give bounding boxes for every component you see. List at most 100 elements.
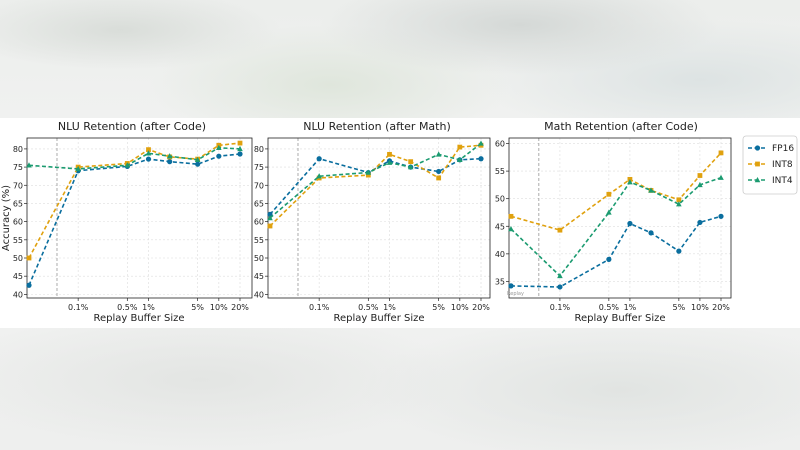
- data-point-fp16: [316, 156, 322, 162]
- panel-3: Math Retention (after Code) 35 40 45 50 55 60…: [495, 120, 732, 324]
- panel-2-xlabel: Replay Buffer Size: [333, 313, 424, 324]
- series-line-fp16: [28, 153, 241, 286]
- data-point-int4: [237, 145, 243, 152]
- data-point-int8: [508, 213, 514, 219]
- series-line-int4: [269, 142, 482, 219]
- x-tick-label: 20%: [231, 303, 249, 312]
- data-point-int4: [365, 169, 372, 175]
- data-point-int4: [26, 162, 32, 168]
- data-point-fp16: [478, 156, 484, 162]
- x-tick-label: 0.1%: [550, 303, 571, 312]
- panel-2-title: NLU Retention (after Math): [303, 120, 451, 133]
- panel-1-x-ticks: 0.1% 0.5% 1% 5% 10% 20%: [68, 298, 249, 312]
- y-tick-label: 80: [13, 145, 23, 154]
- panel-1-y-ticks: 40 45 50 55 60 65 70 75 80: [13, 145, 27, 299]
- y-tick-label: 80: [254, 145, 264, 154]
- data-point-fp16: [145, 156, 152, 162]
- legend-marker-int4: [754, 177, 761, 183]
- x-tick-label: 10%: [451, 303, 469, 312]
- y-tick-label: 40: [254, 290, 264, 299]
- data-point-fp16: [557, 284, 563, 290]
- y-tick-label: 65: [254, 199, 264, 208]
- data-point-fp16: [718, 213, 724, 219]
- y-tick-label: 75: [254, 163, 264, 172]
- y-tick-label: 50: [495, 195, 505, 204]
- data-point-int8: [606, 191, 612, 197]
- data-point-int8: [676, 197, 682, 203]
- data-point-int4: [194, 156, 201, 163]
- legend: FP16 INT8 INT4: [742, 135, 798, 195]
- y-tick-label: 70: [13, 181, 23, 190]
- x-tick-label: 0.1%: [68, 303, 89, 312]
- data-point-int4: [386, 159, 393, 165]
- data-point-int4: [508, 226, 514, 232]
- y-tick-label: 75: [13, 163, 23, 172]
- series-line-int4: [28, 146, 241, 170]
- series-line-int8: [510, 152, 722, 231]
- panel-1-frame: [26, 137, 253, 299]
- x-tick-label: 0.5%: [117, 303, 138, 312]
- series-line-fp16: [510, 215, 722, 288]
- panel-1: NLU Retention (after Code) 40 45 50 55 60 65 7…: [1, 120, 253, 324]
- y-tick-label: 60: [254, 218, 264, 227]
- legend-marker-fp16: [754, 145, 761, 151]
- data-point-int4: [697, 181, 703, 188]
- panel-1-grid: [27, 138, 252, 298]
- data-point-fp16: [167, 159, 173, 165]
- data-point-int8: [26, 255, 32, 261]
- panel-1-series: [26, 140, 243, 288]
- x-tick-label: 1%: [142, 303, 155, 312]
- x-tick-label: 0.5%: [599, 303, 620, 312]
- data-point-int4: [606, 209, 612, 215]
- data-point-int8: [457, 144, 463, 150]
- data-point-fp16: [237, 151, 243, 157]
- data-point-fp16: [676, 248, 682, 254]
- y-tick-label: 60: [495, 140, 505, 149]
- data-point-int4: [124, 162, 131, 168]
- panel-1-title: NLU Retention (after Code): [58, 120, 206, 133]
- x-tick-label: 10%: [210, 303, 228, 312]
- legend-label-int4: INT4: [772, 176, 793, 186]
- y-tick-label: 65: [13, 199, 23, 208]
- data-point-int8: [718, 150, 724, 156]
- x-tick-label: 1%: [624, 303, 637, 312]
- legend-marker-int8: [755, 161, 760, 167]
- panel-3-title: Math Retention (after Code): [544, 120, 698, 133]
- data-point-fp16: [195, 161, 201, 167]
- data-point-fp16: [606, 256, 612, 262]
- panel-3-frame: [508, 137, 732, 299]
- series-line-int8: [28, 142, 241, 259]
- data-point-int4: [316, 173, 322, 179]
- data-point-fp16: [267, 211, 273, 217]
- data-point-int8: [365, 172, 371, 178]
- legend-label-fp16: FP16: [772, 144, 794, 154]
- data-point-int4: [145, 150, 152, 156]
- y-tick-label: 45: [254, 272, 264, 281]
- x-tick-label: 20%: [712, 303, 730, 312]
- data-point-int8: [237, 140, 243, 146]
- data-point-int4: [478, 140, 484, 146]
- panel-2-y-ticks: 40 45 50 55 60 65 70 75 80: [254, 145, 268, 299]
- data-point-fp16: [216, 153, 222, 159]
- data-point-fp16: [436, 168, 442, 175]
- legend-items: FP16 INT8 INT4: [748, 144, 794, 186]
- panel-2-series: [267, 140, 484, 229]
- y-tick-label: 55: [254, 236, 264, 245]
- panel-2-frame: [267, 137, 491, 299]
- x-tick-label: 20%: [472, 303, 490, 312]
- figure: NLU Retention (after Code) 40 45 50 55 60 65 7…: [0, 118, 800, 328]
- panel-2-x-ticks: 0.1% 0.5% 1% 5% 10% 20%: [309, 298, 490, 312]
- y-tick-label: 45: [13, 272, 23, 281]
- panel-2: NLU Retention (after Math) 40 45 50 55 60 65 7…: [254, 120, 491, 324]
- x-tick-label: 0.1%: [309, 303, 330, 312]
- data-point-int4: [435, 151, 442, 157]
- y-tick-label: 55: [495, 167, 505, 176]
- data-point-int4: [557, 272, 563, 279]
- data-point-int4: [166, 153, 173, 159]
- y-tick-label: 50: [254, 254, 264, 263]
- data-point-int8: [146, 147, 151, 153]
- series-line-int4: [510, 176, 722, 278]
- data-point-int4: [627, 179, 633, 185]
- data-point-int8: [408, 159, 414, 165]
- data-point-int4: [75, 165, 81, 172]
